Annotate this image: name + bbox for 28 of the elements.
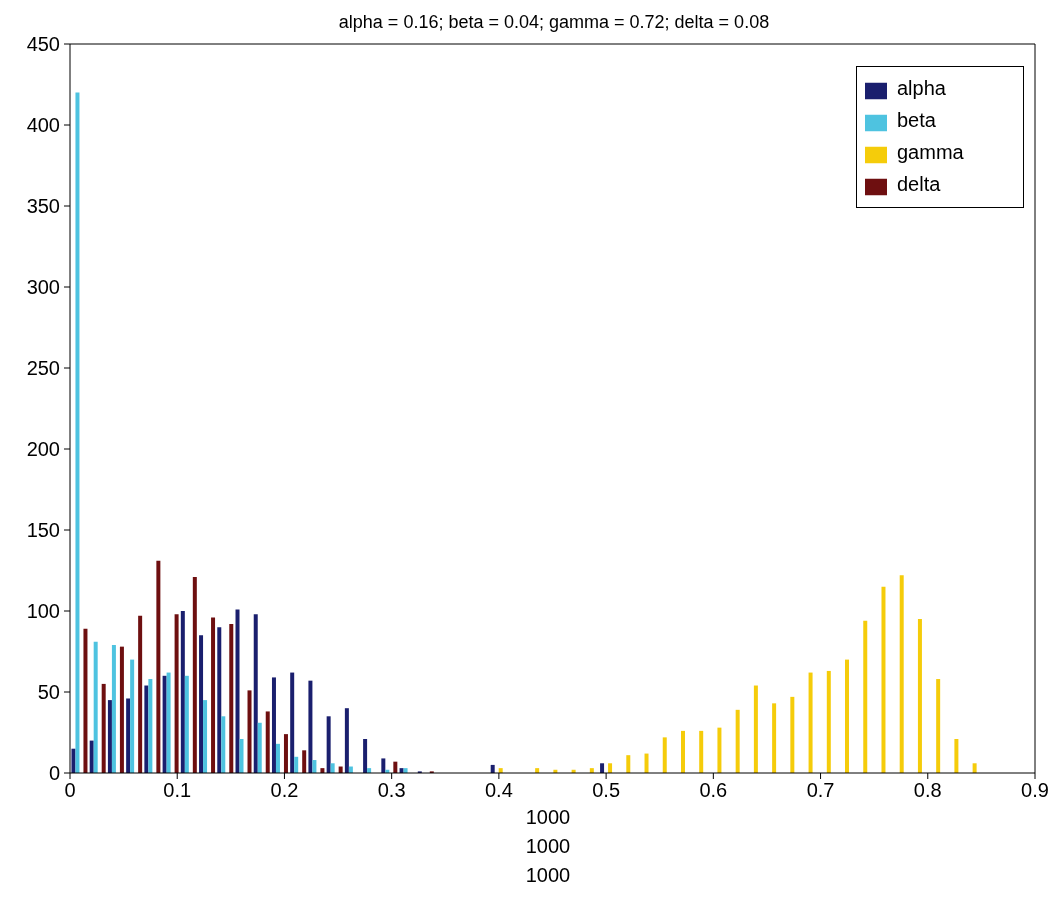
text: 1000 (524, 805, 572, 830)
x-tick-label: 0.1 (163, 779, 192, 802)
x-tick-label: 0.2 (270, 779, 299, 802)
y-tick-label: 100 (26, 600, 60, 623)
x-tick-label: 0.6 (699, 779, 728, 802)
x-tick-label: 0.7 (806, 779, 835, 802)
legend-label: delta (897, 173, 941, 195)
y-tick-label: 350 (26, 195, 60, 218)
y-tick-label: 150 (26, 519, 60, 542)
y-tick-label: 450 (26, 33, 60, 56)
x-tick-label: 0.4 (484, 779, 513, 802)
x-tick-label: 0.9 (1021, 779, 1049, 802)
y-tick-label: 400 (26, 114, 60, 137)
y-tick-label: 50 (37, 681, 60, 704)
x-tick-label: 0.8 (913, 779, 942, 802)
legend-label: gamma (897, 141, 964, 163)
x-tick-label: 0.3 (377, 779, 406, 802)
text: 1000 (524, 863, 572, 888)
legend-label: beta (897, 109, 936, 131)
y-tick-label: 0 (48, 762, 60, 785)
legend-label: alpha (897, 77, 946, 99)
x-tick-label: 0 (64, 779, 76, 802)
text: 1000 (524, 834, 572, 859)
x-tick-label: 0.5 (592, 779, 621, 802)
y-tick-label: 250 (26, 357, 60, 380)
y-tick-label: 200 (26, 438, 60, 461)
chart-title: alpha = 0.16; beta = 0.04; gamma = 0.72; delta = 0.08 (337, 12, 771, 33)
y-tick-label: 300 (26, 276, 60, 299)
